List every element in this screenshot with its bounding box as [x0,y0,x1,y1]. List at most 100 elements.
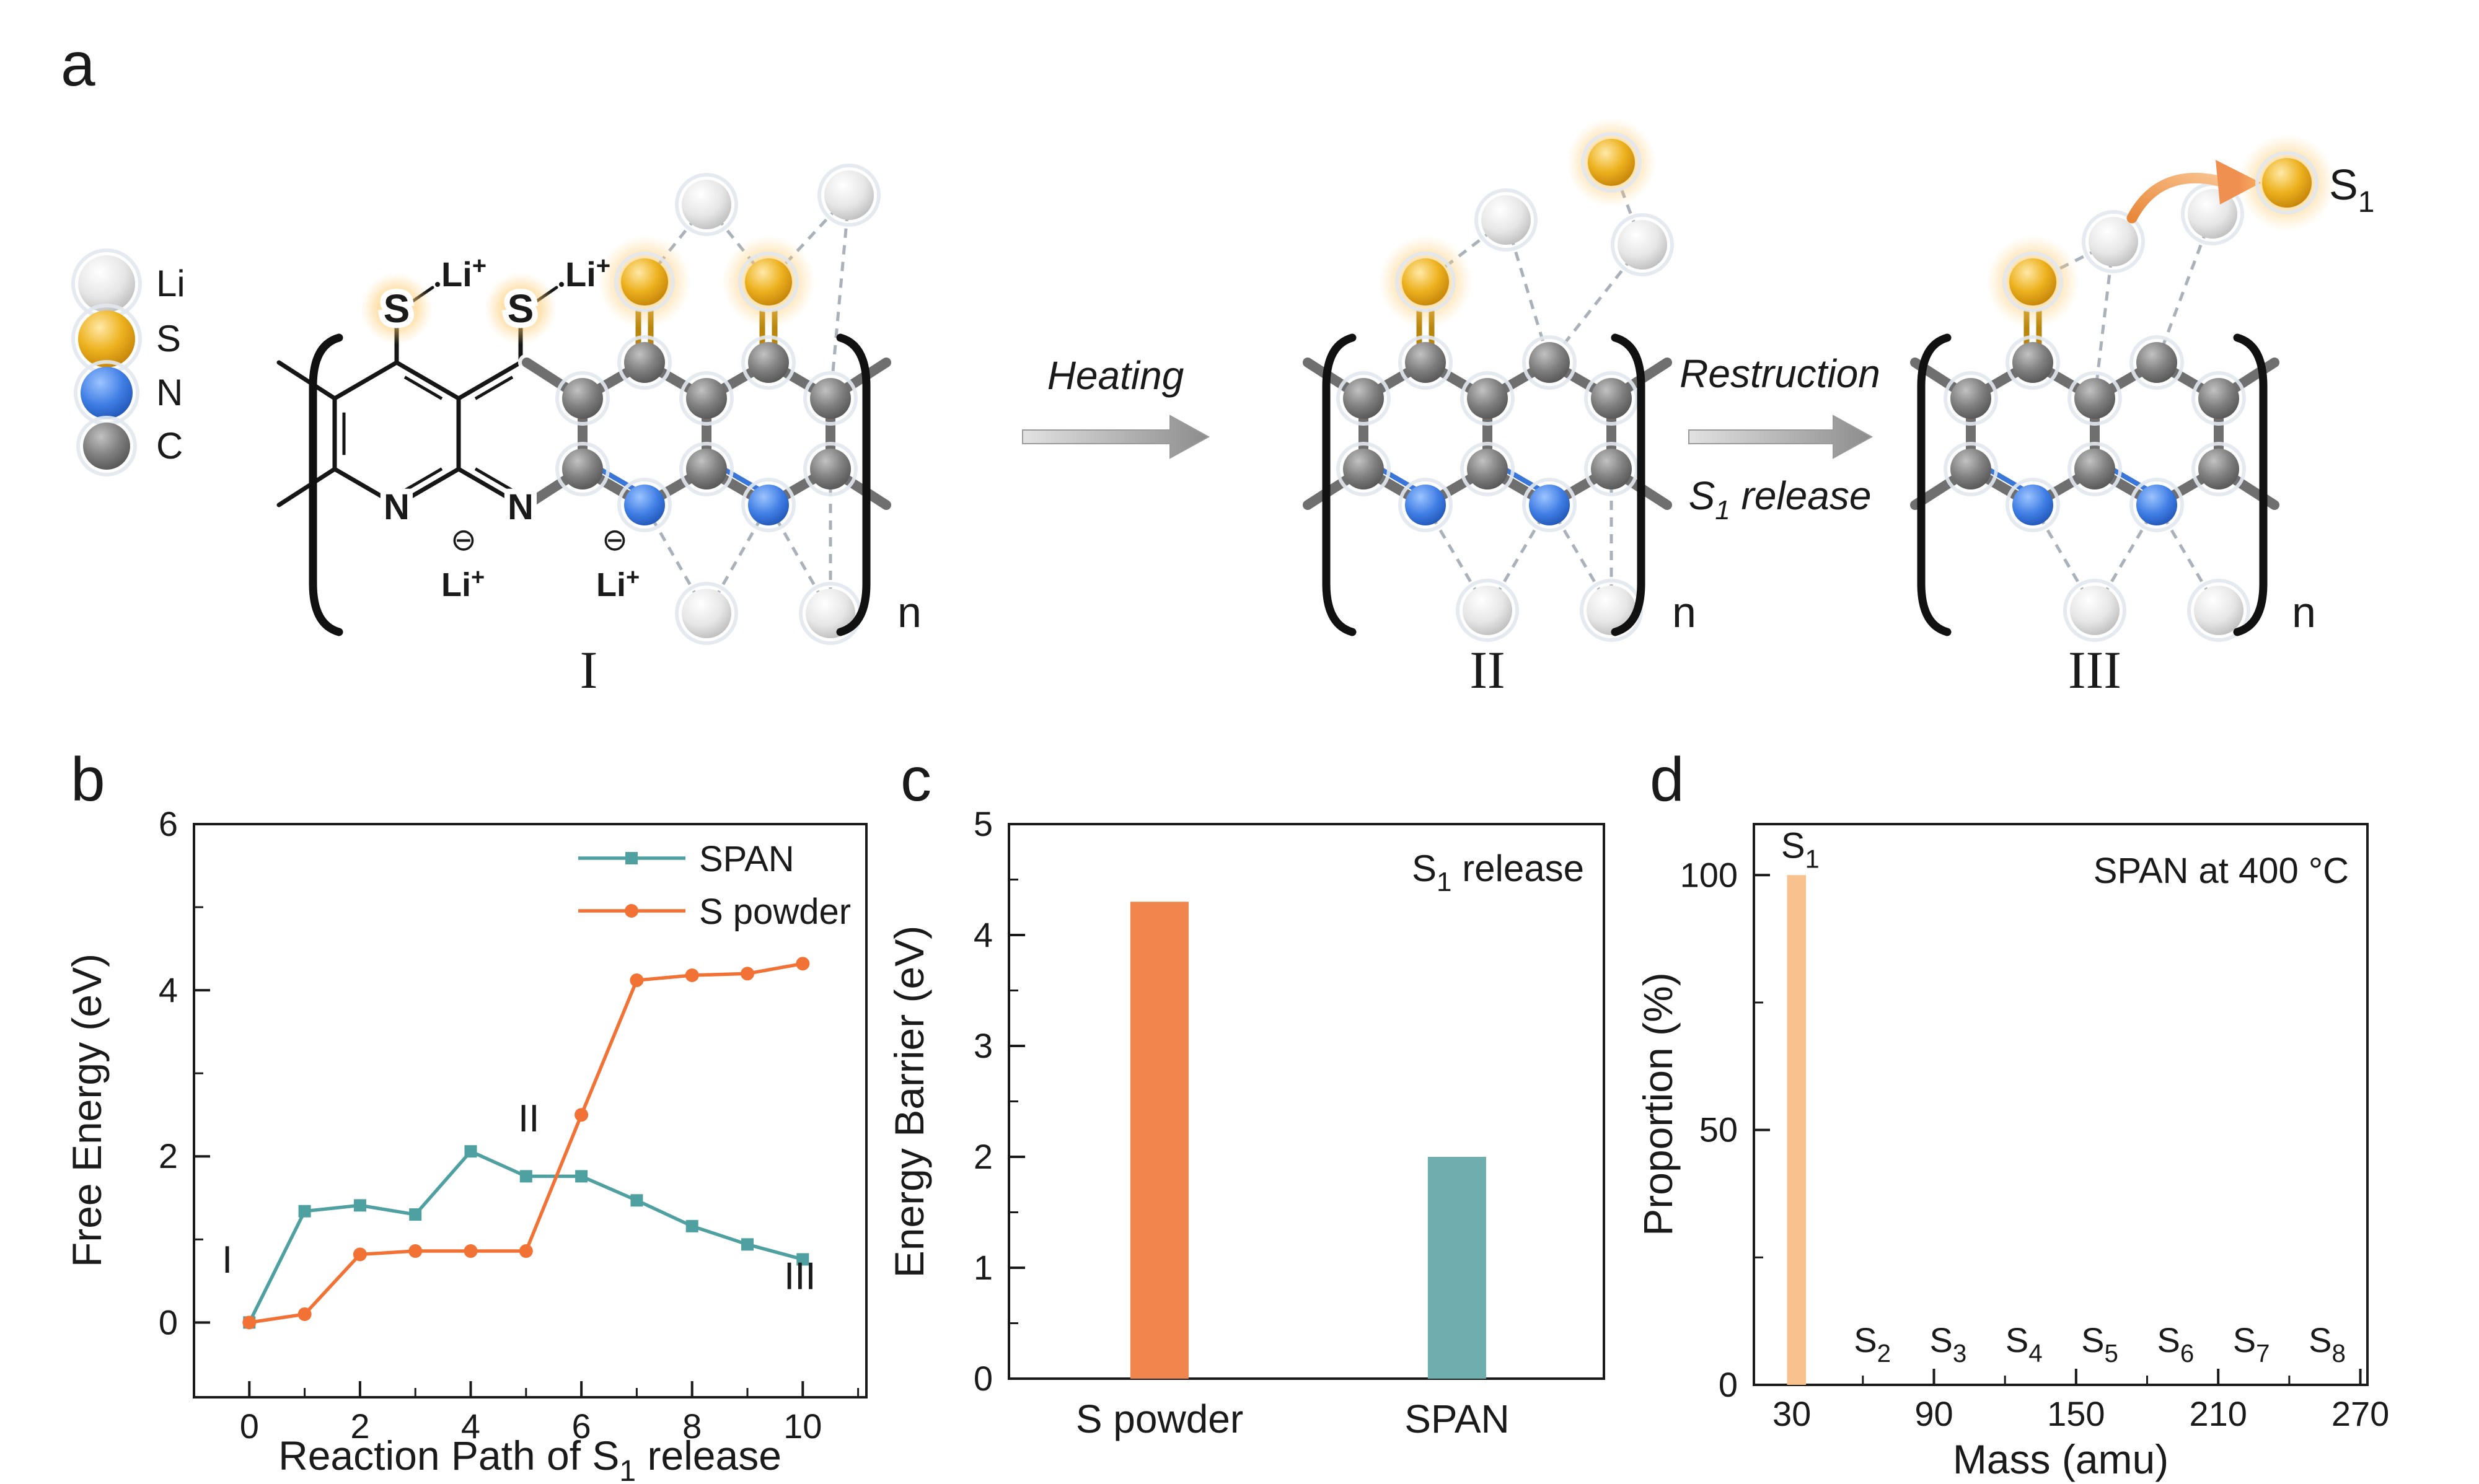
carbon-atom [803,442,858,496]
carbon-atom [679,442,734,496]
panel-c-artwork: 0 1 2 3 4 5 [974,804,1605,1398]
carbon-atom [2129,335,2184,390]
carbon-atom [2067,442,2122,496]
repeat-n-label: n [1672,588,1696,636]
svg-text:90: 90 [1914,1394,1953,1433]
carbon-atom [1398,335,1453,390]
svg-text:0: 0 [159,1302,178,1341]
svg-text:6: 6 [159,804,178,843]
carbon-atom [1944,442,1998,496]
reaction-arrow-icon [1688,415,1874,459]
svg-text:5: 5 [974,804,993,843]
lithium-atom [2082,210,2145,273]
free-sulfur-atom [1581,132,1642,193]
s1-release-arrowhead-icon [2216,160,2261,204]
repeat-bracket [309,333,343,636]
species-label-S5: S5 [2081,1320,2118,1368]
ring-n-label: N [508,487,534,527]
carbon-atom [2191,371,2246,426]
s1-release-arrow-icon [2126,172,2224,224]
lithium-atom [675,582,738,645]
structure-III-molecule [1906,134,2335,642]
released-s1-atom [2255,151,2318,214]
carbon-atom [555,371,610,426]
svg-text:4: 4 [159,970,178,1009]
carbon-atom [1584,371,1639,426]
x-axis-label-d: Mass (amu) [1953,1436,2169,1482]
carbon-atom [1522,335,1577,390]
structure-II-molecule [1299,118,1676,642]
carbon-atom [1460,371,1515,426]
repeat-n-label: n [897,588,922,636]
panel-c-bar-chart: 0 1 2 3 4 5 c Energy Barrier (eV) S powder SP… [886,745,1605,1441]
svg-text:100: 100 [1680,855,1738,894]
sulfur-atom [738,252,799,312]
panel-a-label: a [61,30,95,99]
carbon-atom [555,442,610,496]
lithium-atom [799,582,862,645]
carbon-atom [1944,371,1998,426]
species-label-S4: S4 [2006,1320,2043,1368]
bar-s1 [1787,875,1807,1385]
bar-span [1427,1157,1486,1379]
li-plus-top-label: Li+ [441,252,487,294]
lithium-atom [1611,213,1674,276]
svg-text:0: 0 [974,1359,993,1398]
legend-entry-span: SPAN [699,839,795,879]
thiolate-s-label: S [508,286,534,331]
structure-numeral-III: III [2068,640,2121,700]
x-axis-label-b: Reaction Path of S1 release [278,1433,782,1484]
ionic-dashed-bond [829,195,851,399]
nitrogen-atom [1522,478,1577,532]
ring-n-label: N [384,487,410,527]
category-label-s-powder: S powder [1076,1397,1243,1441]
structure-numeral-I: I [580,640,598,700]
nitrogen-atom [2129,478,2184,532]
svg-text:270: 270 [2331,1394,2389,1433]
lithium-atom [675,173,738,236]
heating-arrow-label: Heating [1047,353,1184,398]
sulfur-glow [361,273,433,345]
svg-text:4: 4 [461,1407,480,1446]
carbon-atom [1460,442,1515,496]
thiolate-s-label: S [384,286,410,331]
carbon-atom [2006,335,2060,390]
species-label-S1: S1 [1781,825,1820,873]
carbon-atom [803,371,858,426]
circled-minus-icon: ⊖ [602,522,628,557]
species-label-S3: S3 [1930,1320,1967,1368]
legend-label-li: Li [156,263,185,304]
annotation-I: I [222,1239,232,1281]
nitrogen-atom [1398,478,1453,532]
nitrogen-atom [2006,478,2060,532]
lithium-atom [817,164,881,227]
svg-text:2: 2 [350,1407,369,1446]
svg-text:1: 1 [974,1248,993,1287]
plot-frame [193,823,868,1398]
li-plus-bottom-label: Li+ [441,564,485,604]
lithium-atom [1474,188,1538,252]
panel-a-artwork [71,118,2335,645]
panel-a-scheme: a Li S N C S S Li+ Li+ N N ⊖ ⊖ Li+ Li+ n… [61,30,2374,700]
repeat-bracket [1322,333,1357,636]
svg-text:210: 210 [2189,1394,2247,1433]
annotation-III: III [784,1255,816,1298]
panel-d-label: d [1650,745,1684,814]
species-label-S8: S8 [2309,1320,2346,1368]
bar-s-powder [1130,902,1189,1379]
annotation-span-400c: SPAN at 400 °C [2094,851,2349,891]
svg-text:50: 50 [1699,1110,1738,1149]
carbon-atom [617,335,672,390]
repeat-n-label: n [2292,588,2316,636]
svg-text:2: 2 [974,1137,993,1176]
svg-text:0: 0 [1719,1365,1738,1404]
species-label-S7: S7 [2233,1320,2270,1368]
repeat-bracket [836,333,871,636]
nitrogen-atom [741,478,796,532]
s1-release-arrow-label: S1 release [1689,473,1872,525]
restruction-arrow-label: Restruction [1680,351,1880,396]
sulfur-glow [485,273,557,345]
series-s-powder [242,904,810,1330]
y-axis-label-d: Proportion (%) [1635,972,1681,1236]
legend-n-sphere [74,360,139,426]
